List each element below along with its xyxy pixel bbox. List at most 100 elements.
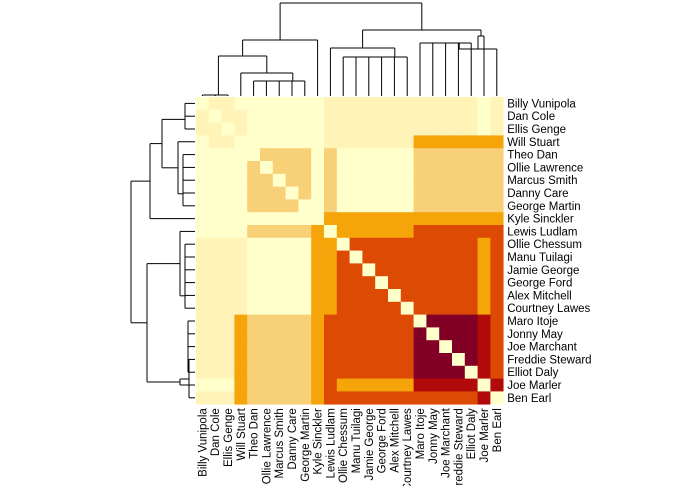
heatmap-cell-freddie-steward-x-lewis-ludlam xyxy=(324,353,338,367)
heatmap-cell-ellis-genge-x-courtney-lawes xyxy=(400,122,414,136)
heatmap-cell-jamie-george-x-kyle-sinckler xyxy=(311,263,325,277)
heatmap-cell-kyle-sinckler-x-kyle-sinckler xyxy=(311,212,325,226)
column-label-billy-vunipola: Billy Vunipola xyxy=(197,408,209,477)
heatmap-cell-courtney-lawes-x-courtney-lawes xyxy=(400,301,414,315)
heatmap-cell-ben-earl-x-dan-cole xyxy=(208,391,222,405)
heatmap-cell-will-stuart-x-jonny-may xyxy=(426,135,440,149)
heatmap-cell-freddie-steward-x-elliot-daly xyxy=(464,353,478,367)
heatmap-cell-jonny-may-x-dan-cole xyxy=(208,327,222,341)
heatmap-cell-jamie-george-x-jamie-george xyxy=(362,263,376,277)
heatmap-cell-danny-care-x-ben-earl xyxy=(490,186,504,200)
heatmap-cell-lewis-ludlam-x-dan-cole xyxy=(208,225,222,239)
heatmap-cell-kyle-sinckler-x-jamie-george xyxy=(362,212,376,226)
heatmap-cell-marcus-smith-x-theo-dan xyxy=(247,173,261,187)
heatmap-cell-george-ford-x-courtney-lawes xyxy=(400,276,414,290)
heatmap-cell-ollie-lawrence-x-theo-dan xyxy=(247,161,261,175)
heatmap-cell-danny-care-x-george-martin xyxy=(298,186,312,200)
heatmap-cell-courtney-lawes-x-billy-vunipola xyxy=(196,301,210,315)
heatmap-cell-freddie-steward-x-billy-vunipola xyxy=(196,353,210,367)
heatmap-cell-theo-dan-x-george-martin xyxy=(298,148,312,162)
heatmap-cell-george-ford-x-lewis-ludlam xyxy=(324,276,338,290)
heatmap-cell-jamie-george-x-ben-earl xyxy=(490,263,504,277)
heatmap-cell-george-ford-x-theo-dan xyxy=(247,276,261,290)
heatmap-cell-theo-dan-x-dan-cole xyxy=(208,148,222,162)
heatmap-cell-lewis-ludlam-x-theo-dan xyxy=(247,225,261,239)
column-label-marcus-smith: Marcus Smith xyxy=(274,408,286,478)
heatmap-cell-george-ford-x-jamie-george xyxy=(362,276,376,290)
heatmap-cell-elliot-daly-x-kyle-sinckler xyxy=(311,365,325,379)
heatmap-cell-kyle-sinckler-x-jonny-may xyxy=(426,212,440,226)
heatmap-cell-joe-marler-x-george-ford xyxy=(375,378,389,392)
heatmap-cell-manu-tuilagi-x-joe-marler xyxy=(477,250,491,264)
heatmap-cell-elliot-daly-x-danny-care xyxy=(285,365,299,379)
heatmap-cell-ollie-lawrence-x-ben-earl xyxy=(490,161,504,175)
heatmap-cell-danny-care-x-ollie-lawrence xyxy=(260,186,274,200)
heatmap-cell-ollie-chessum-x-ollie-chessum xyxy=(336,237,350,251)
heatmap-cell-jamie-george-x-lewis-ludlam xyxy=(324,263,338,277)
heatmap-cell-courtney-lawes-x-george-martin xyxy=(298,301,312,315)
heatmap-cell-kyle-sinckler-x-freddie-steward xyxy=(452,212,466,226)
heatmap-cell-ollie-lawrence-x-ellis-genge xyxy=(221,161,235,175)
heatmap-cell-george-ford-x-kyle-sinckler xyxy=(311,276,325,290)
heatmap-cell-jonny-may-x-theo-dan xyxy=(247,327,261,341)
heatmap-cell-elliot-daly-x-george-ford xyxy=(375,365,389,379)
heatmap-cell-lewis-ludlam-x-george-martin xyxy=(298,225,312,239)
heatmap-cell-manu-tuilagi-x-kyle-sinckler xyxy=(311,250,325,264)
heatmap-cell-marcus-smith-x-maro-itoje xyxy=(413,173,427,187)
heatmap-cell-courtney-lawes-x-george-ford xyxy=(375,301,389,315)
heatmap-cell-ollie-lawrence-x-freddie-steward xyxy=(452,161,466,175)
heatmap-cell-jonny-may-x-maro-itoje xyxy=(413,327,427,341)
heatmap-cell-marcus-smith-x-courtney-lawes xyxy=(400,173,414,187)
heatmap-cell-george-ford-x-marcus-smith xyxy=(272,276,286,290)
heatmap-cell-lewis-ludlam-x-joe-marler xyxy=(477,225,491,239)
heatmap-cell-joe-marler-x-ollie-lawrence xyxy=(260,378,274,392)
heatmap-cell-jamie-george-x-ollie-chessum xyxy=(336,263,350,277)
heatmap-cell-maro-itoje-x-george-martin xyxy=(298,314,312,328)
heatmap-cell-freddie-steward-x-freddie-steward xyxy=(452,353,466,367)
heatmap-cell-jonny-may-x-will-stuart xyxy=(234,327,248,341)
heatmap-cell-ollie-lawrence-x-marcus-smith xyxy=(272,161,286,175)
heatmap-cell-ollie-lawrence-x-alex-mitchell xyxy=(388,161,402,175)
heatmap-cell-elliot-daly-x-ben-earl xyxy=(490,365,504,379)
heatmap-cell-danny-care-x-jamie-george xyxy=(362,186,376,200)
heatmap-cell-ellis-genge-x-freddie-steward xyxy=(452,122,466,136)
heatmap-cell-maro-itoje-x-billy-vunipola xyxy=(196,314,210,328)
heatmap-cell-joe-marchant-x-dan-cole xyxy=(208,340,222,354)
heatmap-cell-joe-marchant-x-will-stuart xyxy=(234,340,248,354)
heatmap-cell-lewis-ludlam-x-alex-mitchell xyxy=(388,225,402,239)
heatmap-cell-joe-marler-x-elliot-daly xyxy=(464,378,478,392)
heatmap-cell-marcus-smith-x-marcus-smith xyxy=(272,173,286,187)
heatmap-cell-joe-marler-x-courtney-lawes xyxy=(400,378,414,392)
heatmap-cell-joe-marler-x-kyle-sinckler xyxy=(311,378,325,392)
heatmap-cell-kyle-sinckler-x-joe-marler xyxy=(477,212,491,226)
heatmap-cell-manu-tuilagi-x-maro-itoje xyxy=(413,250,427,264)
heatmap-cell-jonny-may-x-ben-earl xyxy=(490,327,504,341)
heatmap-cell-will-stuart-x-alex-mitchell xyxy=(388,135,402,149)
heatmap-cell-ollie-lawrence-x-billy-vunipola xyxy=(196,161,210,175)
heatmap-cell-george-martin-x-elliot-daly xyxy=(464,199,478,213)
heatmap-cell-manu-tuilagi-x-ellis-genge xyxy=(221,250,235,264)
heatmap-cell-will-stuart-x-joe-marler xyxy=(477,135,491,149)
heatmap-cell-billy-vunipola-x-kyle-sinckler xyxy=(311,97,325,111)
heatmap-cell-ellis-genge-x-marcus-smith xyxy=(272,122,286,136)
heatmap-cell-jonny-may-x-alex-mitchell xyxy=(388,327,402,341)
heatmap-cell-jamie-george-x-marcus-smith xyxy=(272,263,286,277)
row-label-jonny-may: Jonny May xyxy=(507,329,563,341)
heatmap-cell-ollie-chessum-x-george-martin xyxy=(298,237,312,251)
column-label-maro-itoje: Maro Itoje xyxy=(415,408,427,459)
heatmap-cell-courtney-lawes-x-elliot-daly xyxy=(464,301,478,315)
heatmap-cell-ben-earl-x-theo-dan xyxy=(247,391,261,405)
heatmap-cell-jamie-george-x-alex-mitchell xyxy=(388,263,402,277)
heatmap-cell-ollie-lawrence-x-courtney-lawes xyxy=(400,161,414,175)
heatmap-cell-ellis-genge-x-george-ford xyxy=(375,122,389,136)
heatmap-cell-theo-dan-x-ellis-genge xyxy=(221,148,235,162)
heatmap-cell-joe-marler-x-alex-mitchell xyxy=(388,378,402,392)
heatmap-cell-danny-care-x-ellis-genge xyxy=(221,186,235,200)
heatmap-cell-danny-care-x-ollie-chessum xyxy=(336,186,350,200)
heatmap-cell-george-martin-x-kyle-sinckler xyxy=(311,199,325,213)
heatmap-cell-lewis-ludlam-x-will-stuart xyxy=(234,225,248,239)
heatmap-cell-billy-vunipola-x-marcus-smith xyxy=(272,97,286,111)
heatmap-cell-george-ford-x-freddie-steward xyxy=(452,276,466,290)
heatmap-cell-george-ford-x-alex-mitchell xyxy=(388,276,402,290)
heatmap-cell-theo-dan-x-joe-marchant xyxy=(439,148,453,162)
